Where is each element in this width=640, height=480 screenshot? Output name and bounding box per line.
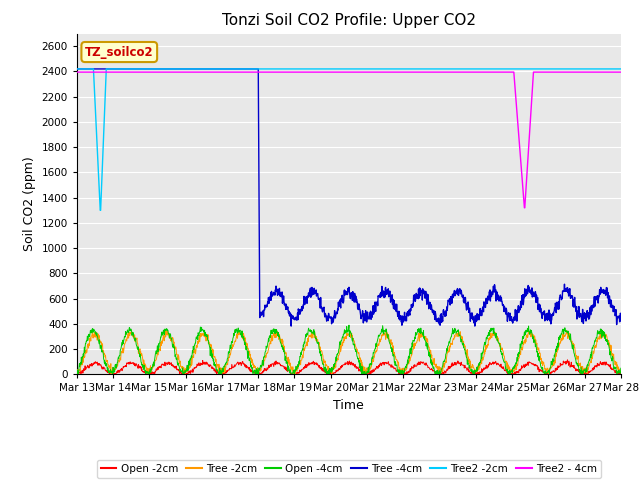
Text: TZ_soilco2: TZ_soilco2 xyxy=(85,46,154,59)
X-axis label: Time: Time xyxy=(333,399,364,412)
Title: Tonzi Soil CO2 Profile: Upper CO2: Tonzi Soil CO2 Profile: Upper CO2 xyxy=(222,13,476,28)
Y-axis label: Soil CO2 (ppm): Soil CO2 (ppm) xyxy=(23,156,36,252)
Legend: Open -2cm, Tree -2cm, Open -4cm, Tree -4cm, Tree2 -2cm, Tree2 - 4cm: Open -2cm, Tree -2cm, Open -4cm, Tree -4… xyxy=(97,460,601,478)
